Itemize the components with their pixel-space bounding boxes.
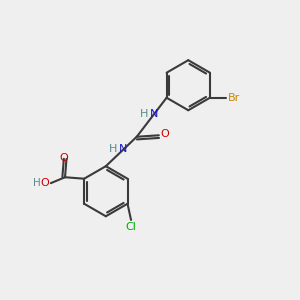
Text: H: H xyxy=(33,178,41,188)
Text: Br: Br xyxy=(228,93,240,103)
Text: H: H xyxy=(140,109,148,119)
Text: N: N xyxy=(150,109,159,119)
Text: O: O xyxy=(160,129,169,139)
Text: H: H xyxy=(109,143,117,154)
Text: N: N xyxy=(119,143,127,154)
Text: O: O xyxy=(41,178,50,188)
Text: Cl: Cl xyxy=(126,222,136,232)
Text: O: O xyxy=(60,152,68,163)
